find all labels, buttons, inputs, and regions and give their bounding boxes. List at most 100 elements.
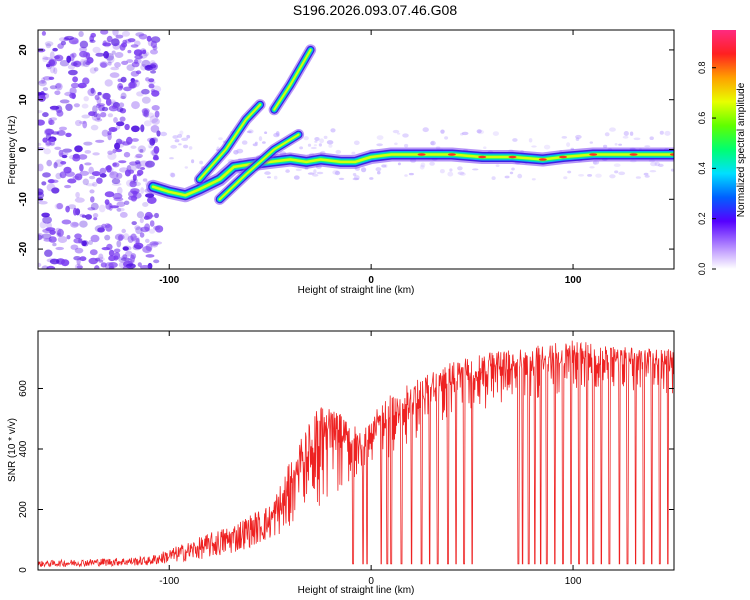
noise-blob <box>614 170 619 174</box>
noise-blob <box>122 254 128 260</box>
noise-blob <box>71 222 79 227</box>
noise-blob <box>59 99 70 104</box>
noise-blob <box>57 236 68 243</box>
x-tick-label: 0 <box>368 275 374 286</box>
noise-blob <box>142 246 152 253</box>
noise-blob <box>57 43 64 49</box>
noise-blob <box>509 171 514 175</box>
noise-blob <box>131 221 137 226</box>
noise-blob <box>101 247 111 251</box>
noise-blob <box>145 160 153 169</box>
heatmap-x-ticks: -100 0 100 <box>159 30 582 286</box>
noise-blob <box>447 171 454 177</box>
noise-blob <box>106 55 115 64</box>
snr-y-axis-label: SNR (10 * v/v) <box>7 418 18 482</box>
noise-blob <box>78 121 87 124</box>
noise-blob <box>85 214 92 220</box>
noise-blob <box>495 164 500 168</box>
noise-blob <box>512 138 518 142</box>
branch-line <box>218 133 300 201</box>
noise-blob <box>150 70 157 74</box>
noise-blob <box>461 131 469 136</box>
noise-blob <box>135 153 143 158</box>
noise-blob <box>142 202 149 207</box>
noise-blob <box>649 136 654 140</box>
noise-blob <box>93 67 99 72</box>
noise-blob <box>121 228 126 234</box>
noise-blob <box>93 217 98 221</box>
noise-blob <box>127 38 136 43</box>
noise-blob <box>82 51 91 58</box>
noise-blob <box>376 143 383 147</box>
noise-blob <box>113 197 124 202</box>
noise-blob <box>42 57 52 60</box>
noise-blob <box>252 143 258 147</box>
noise-blob <box>130 254 135 263</box>
noise-blob <box>117 142 125 148</box>
noise-blob <box>174 139 180 143</box>
noise-blob <box>131 101 140 110</box>
noise-blob <box>105 98 112 106</box>
noise-blob <box>115 34 124 39</box>
noise-blob <box>45 227 56 232</box>
noise-blob <box>73 256 81 261</box>
noise-blob <box>404 143 409 148</box>
noise-blob <box>136 173 142 177</box>
noise-blob <box>139 217 144 224</box>
noise-blob <box>334 170 341 176</box>
noise-blob <box>101 223 107 229</box>
noise-blob <box>145 160 155 168</box>
noise-blob <box>117 186 123 195</box>
noise-blob <box>136 211 145 219</box>
colorbar-label: Normalized spectral amplitude <box>736 82 747 217</box>
noise-blob <box>45 141 52 146</box>
noise-blob <box>99 173 107 178</box>
noise-blob <box>44 41 54 47</box>
noise-blob <box>643 172 649 176</box>
y-tick-label: 0 <box>18 567 29 573</box>
noise-blob <box>41 265 49 269</box>
noise-blob <box>81 214 87 218</box>
noise-blob <box>134 155 142 159</box>
noise-blob <box>92 105 98 113</box>
noise-blob <box>94 94 100 101</box>
noise-blob <box>88 240 93 245</box>
noise-blob <box>191 159 195 164</box>
noise-blob <box>141 96 151 104</box>
noise-blob <box>104 191 115 198</box>
noise-blob <box>130 70 140 77</box>
ridge-peak <box>670 153 674 156</box>
noise-blob <box>92 152 100 156</box>
noise-blob <box>609 127 616 132</box>
noise-blob <box>49 65 56 74</box>
y-tick-label: -20 <box>18 241 29 256</box>
noise-blob <box>563 176 568 180</box>
noise-blob <box>81 103 89 109</box>
figure-title: S196.2026.093.07.46.G08 <box>293 2 457 18</box>
noise-blob <box>134 54 143 60</box>
noise-blob <box>38 110 43 114</box>
noise-blob <box>49 85 58 90</box>
noise-blob <box>130 145 137 149</box>
noise-blob <box>46 183 56 192</box>
noise-blob <box>38 80 47 84</box>
noise-blob <box>42 55 49 62</box>
noise-blob <box>160 131 168 137</box>
noise-blob <box>114 52 124 58</box>
noise-blob <box>135 160 141 165</box>
noise-blob <box>64 184 72 189</box>
noise-blob <box>145 77 150 82</box>
noise-blob <box>106 165 112 173</box>
noise-blob <box>147 143 154 149</box>
noise-blob <box>105 202 112 210</box>
noise-blob <box>650 161 657 167</box>
noise-blob <box>119 116 126 122</box>
noise-blob <box>112 148 117 154</box>
noise-blob <box>422 127 429 133</box>
noise-blob <box>285 169 290 173</box>
noise-blob <box>140 167 146 170</box>
noise-blob <box>73 103 80 108</box>
noise-blob <box>38 119 45 126</box>
noise-blob <box>429 161 435 166</box>
colorbar-tick-label: 0.2 <box>697 212 707 225</box>
